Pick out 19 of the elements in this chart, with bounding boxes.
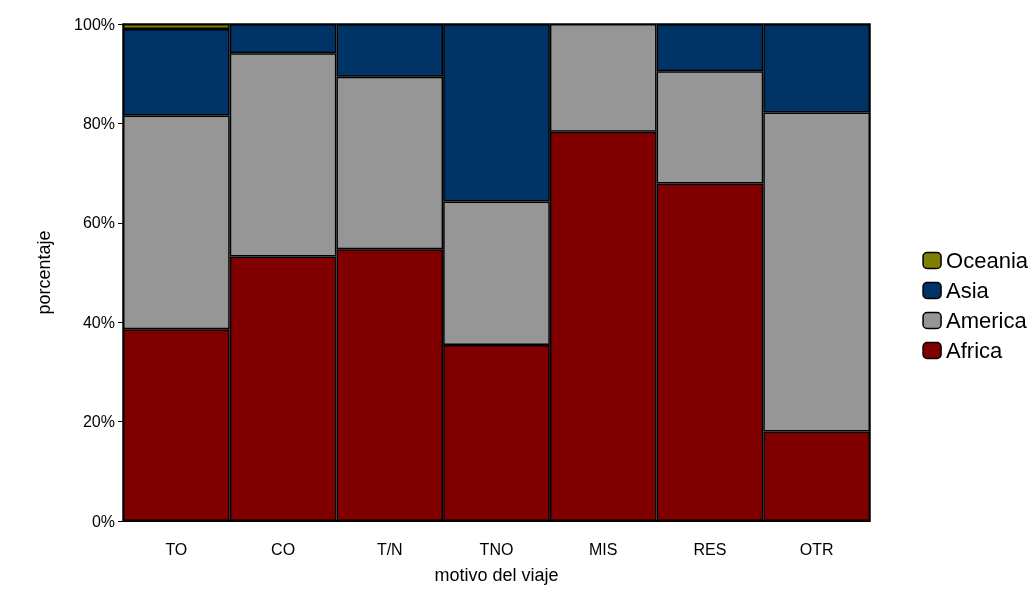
x-tick-label: TO xyxy=(165,540,188,558)
x-tick-label: TNO xyxy=(479,540,514,558)
y-tick-label: 0% xyxy=(91,512,115,530)
legend-label: Asia xyxy=(946,278,990,303)
y-tick-label: 60% xyxy=(82,214,115,232)
x-tick-label: T/N xyxy=(376,540,403,558)
y-tick-label: 80% xyxy=(82,114,115,132)
y-tick-label: 100% xyxy=(74,15,115,33)
x-tick-label: MIS xyxy=(588,540,618,558)
x-axis-title: motivo del viaje xyxy=(434,565,559,585)
x-tick-label: OTR xyxy=(799,540,834,558)
legend-label: America xyxy=(946,308,1028,333)
y-tick-label: 20% xyxy=(82,413,115,431)
x-tick-label: RES xyxy=(693,540,727,558)
legend-label: Oceania xyxy=(946,248,1029,273)
y-axis-title: porcentaje xyxy=(34,230,54,315)
y-tick-label: 40% xyxy=(82,313,115,331)
x-tick-label: CO xyxy=(271,540,296,558)
legend-label: Africa xyxy=(946,338,1004,363)
